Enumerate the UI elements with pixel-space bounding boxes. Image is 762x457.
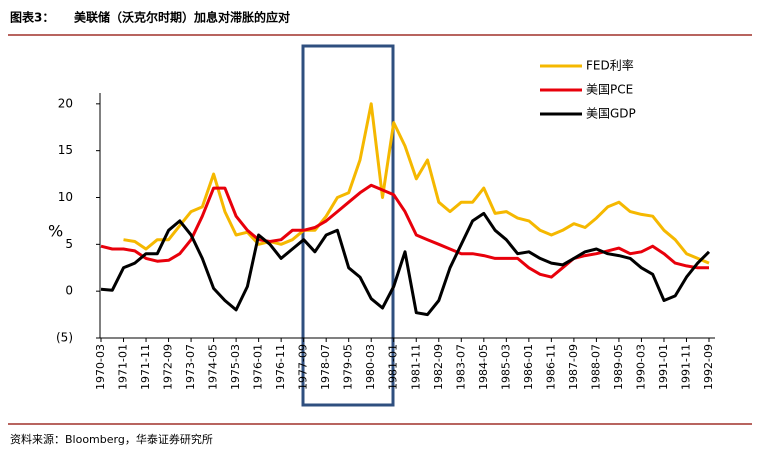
x-tick-label: 1986-01 (522, 344, 535, 390)
x-tick-label: 1991-11 (679, 344, 692, 390)
y-tick-label: 20 (58, 96, 73, 110)
x-tick-label: 1983-07 (454, 344, 467, 390)
x-tick-label: 1982-09 (432, 344, 445, 390)
y-tick-label: 10 (58, 190, 73, 204)
x-tick-label: 1976-01 (252, 344, 265, 390)
x-tick-label: 1976-11 (274, 344, 287, 390)
x-tick-label: 1988-07 (589, 344, 602, 390)
x-tick-label: 1990-03 (634, 344, 647, 390)
x-tick-label: 1970-03 (94, 344, 107, 390)
x-tick-label: 1974-05 (207, 344, 220, 390)
y-tick-label: (5) (56, 331, 73, 345)
series-line (100, 211, 711, 317)
figure-label: 图表3： (10, 10, 54, 25)
y-tick-label: 15 (58, 143, 73, 157)
y-tick-label: 0 (65, 284, 73, 298)
x-tick-label: 1981-01 (387, 344, 400, 390)
highlight-box (301, 44, 395, 407)
source-note: 资料来源：Bloomberg，华泰证券研究所 (10, 432, 213, 446)
x-tick-label: 1971-11 (139, 344, 152, 390)
x-tick-label: 1972-09 (162, 344, 175, 390)
series-line (100, 183, 709, 279)
x-tick-label: 1979-05 (342, 344, 355, 390)
x-tick-label: 1975-03 (229, 344, 242, 390)
x-tick-label: 1986-11 (544, 344, 557, 390)
x-tick-label: 1971-01 (117, 344, 130, 390)
y-tick-label: 5 (65, 237, 73, 251)
x-tick-label: 1987-09 (567, 344, 580, 390)
x-tick-label: 1978-07 (319, 344, 332, 390)
x-tick-label: 1992-09 (702, 344, 715, 390)
x-tick-label: 1985-03 (499, 344, 512, 390)
legend-label: 美国GDP (586, 107, 636, 121)
x-tick-label: 1977-09 (297, 344, 310, 390)
x-tick-label: 1984-05 (477, 344, 490, 390)
x-tick-label: 1973-07 (184, 344, 197, 390)
legend-label: FED利率 (586, 58, 634, 73)
x-tick-label: 1991-01 (657, 344, 670, 390)
series-line (123, 102, 710, 265)
legend-label: 美国PCE (586, 83, 633, 97)
y-axis-label: % (48, 222, 63, 241)
x-tick-label: 1981-11 (409, 344, 422, 390)
x-tick-label: 1980-03 (364, 344, 377, 390)
x-tick-label: 1989-05 (612, 344, 625, 390)
chart-title: 美联储（沃克尔时期）加息对滞胀的应对 (74, 10, 290, 25)
